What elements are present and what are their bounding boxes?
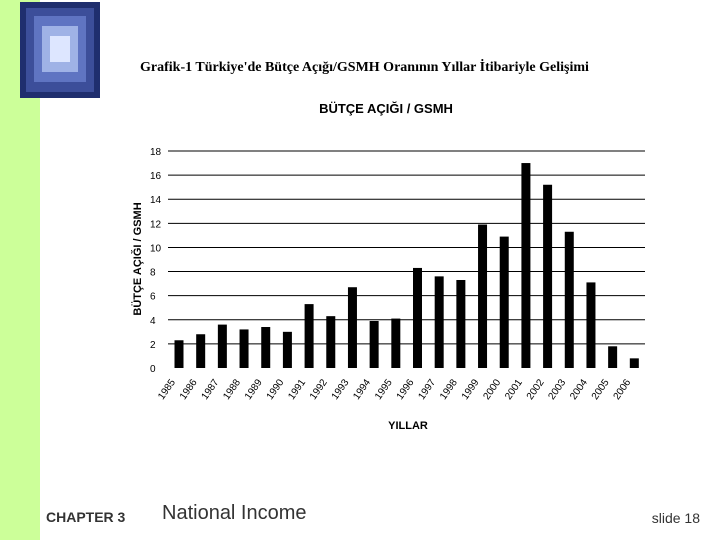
x-tick-label: 1986 <box>178 377 200 402</box>
bar-1993 <box>347 287 357 368</box>
bar-2006 <box>629 358 639 368</box>
x-tick-label: 2004 <box>568 377 590 402</box>
bar-1989 <box>261 327 271 368</box>
x-tick-label: 1988 <box>221 377 243 402</box>
x-tick-label: 1989 <box>243 377 265 402</box>
x-axis-ticks: 1985 1986 1987 1988 1989 1990 1991 1992 1993 1994… <box>156 377 633 402</box>
bar-2005 <box>608 346 618 368</box>
bar-1990 <box>282 331 292 368</box>
x-tick-label: 1997 <box>416 377 438 402</box>
bar-1995 <box>391 318 401 368</box>
chart-title: BÜTÇE AÇIĞI / GSMH <box>319 101 453 116</box>
x-axis-label: YILLAR <box>388 420 428 432</box>
bar-1985 <box>174 340 184 368</box>
x-tick-label: 1992 <box>308 377 330 402</box>
bar-1996 <box>413 267 422 368</box>
x-tick-label: 1995 <box>373 377 395 402</box>
x-tick-label: 1994 <box>351 377 373 402</box>
y-tick-label: 4 <box>150 316 156 327</box>
bar-1992 <box>326 316 336 368</box>
x-tick-label: 2005 <box>590 377 612 402</box>
slide-number: slide 18 <box>651 510 700 526</box>
decorative-logo-image <box>20 2 100 98</box>
y-tick-label: 16 <box>150 171 162 182</box>
y-tick-label: 12 <box>150 219 162 230</box>
topic-label: National Income <box>162 502 307 524</box>
bar-1988 <box>239 329 249 368</box>
x-tick-label: 2006 <box>612 377 634 402</box>
x-tick-label: 1991 <box>286 377 308 402</box>
bar-2003 <box>564 231 574 368</box>
x-tick-label: 1985 <box>156 377 178 402</box>
y-axis-ticks: 0 2 4 6 8 10 12 14 16 18 <box>150 147 162 375</box>
y-tick-label: 2 <box>150 340 156 351</box>
chart-bars <box>174 163 639 368</box>
bar-1987 <box>217 324 227 368</box>
x-tick-label: 1987 <box>200 377 222 402</box>
x-tick-label: 2000 <box>481 377 503 402</box>
x-tick-label: 2001 <box>503 377 525 402</box>
x-tick-label: 1993 <box>330 377 352 402</box>
y-tick-label: 18 <box>150 147 162 158</box>
bar-1998 <box>456 279 466 368</box>
bar-1997 <box>434 276 444 368</box>
bar-1994 <box>369 320 379 368</box>
bar-2004 <box>586 282 596 368</box>
y-tick-label: 10 <box>150 243 162 254</box>
y-tick-label: 0 <box>150 364 156 375</box>
x-tick-label: 1998 <box>438 377 460 402</box>
bar-1991 <box>304 304 314 368</box>
y-tick-label: 6 <box>150 292 156 303</box>
chapter-label: CHAPTER 3 <box>46 509 126 525</box>
y-tick-label: 14 <box>150 195 162 206</box>
x-tick-label: 2002 <box>525 377 547 402</box>
y-axis-label: BÜTÇE AÇIĞI / GSMH <box>131 202 144 315</box>
bar-2002 <box>543 184 553 368</box>
x-tick-label: 1996 <box>395 377 417 402</box>
x-tick-label: 1990 <box>265 377 287 402</box>
bar-1986 <box>196 334 206 368</box>
bar-1999 <box>478 224 488 368</box>
bar-2001 <box>521 163 531 368</box>
bar-2000 <box>499 236 509 368</box>
y-tick-label: 8 <box>150 268 156 279</box>
x-tick-label: 2003 <box>547 377 569 402</box>
slide-title: Grafik-1 Türkiye'de Bütçe Açığı/GSMH Ora… <box>140 60 589 75</box>
x-tick-label: 1999 <box>460 377 482 402</box>
